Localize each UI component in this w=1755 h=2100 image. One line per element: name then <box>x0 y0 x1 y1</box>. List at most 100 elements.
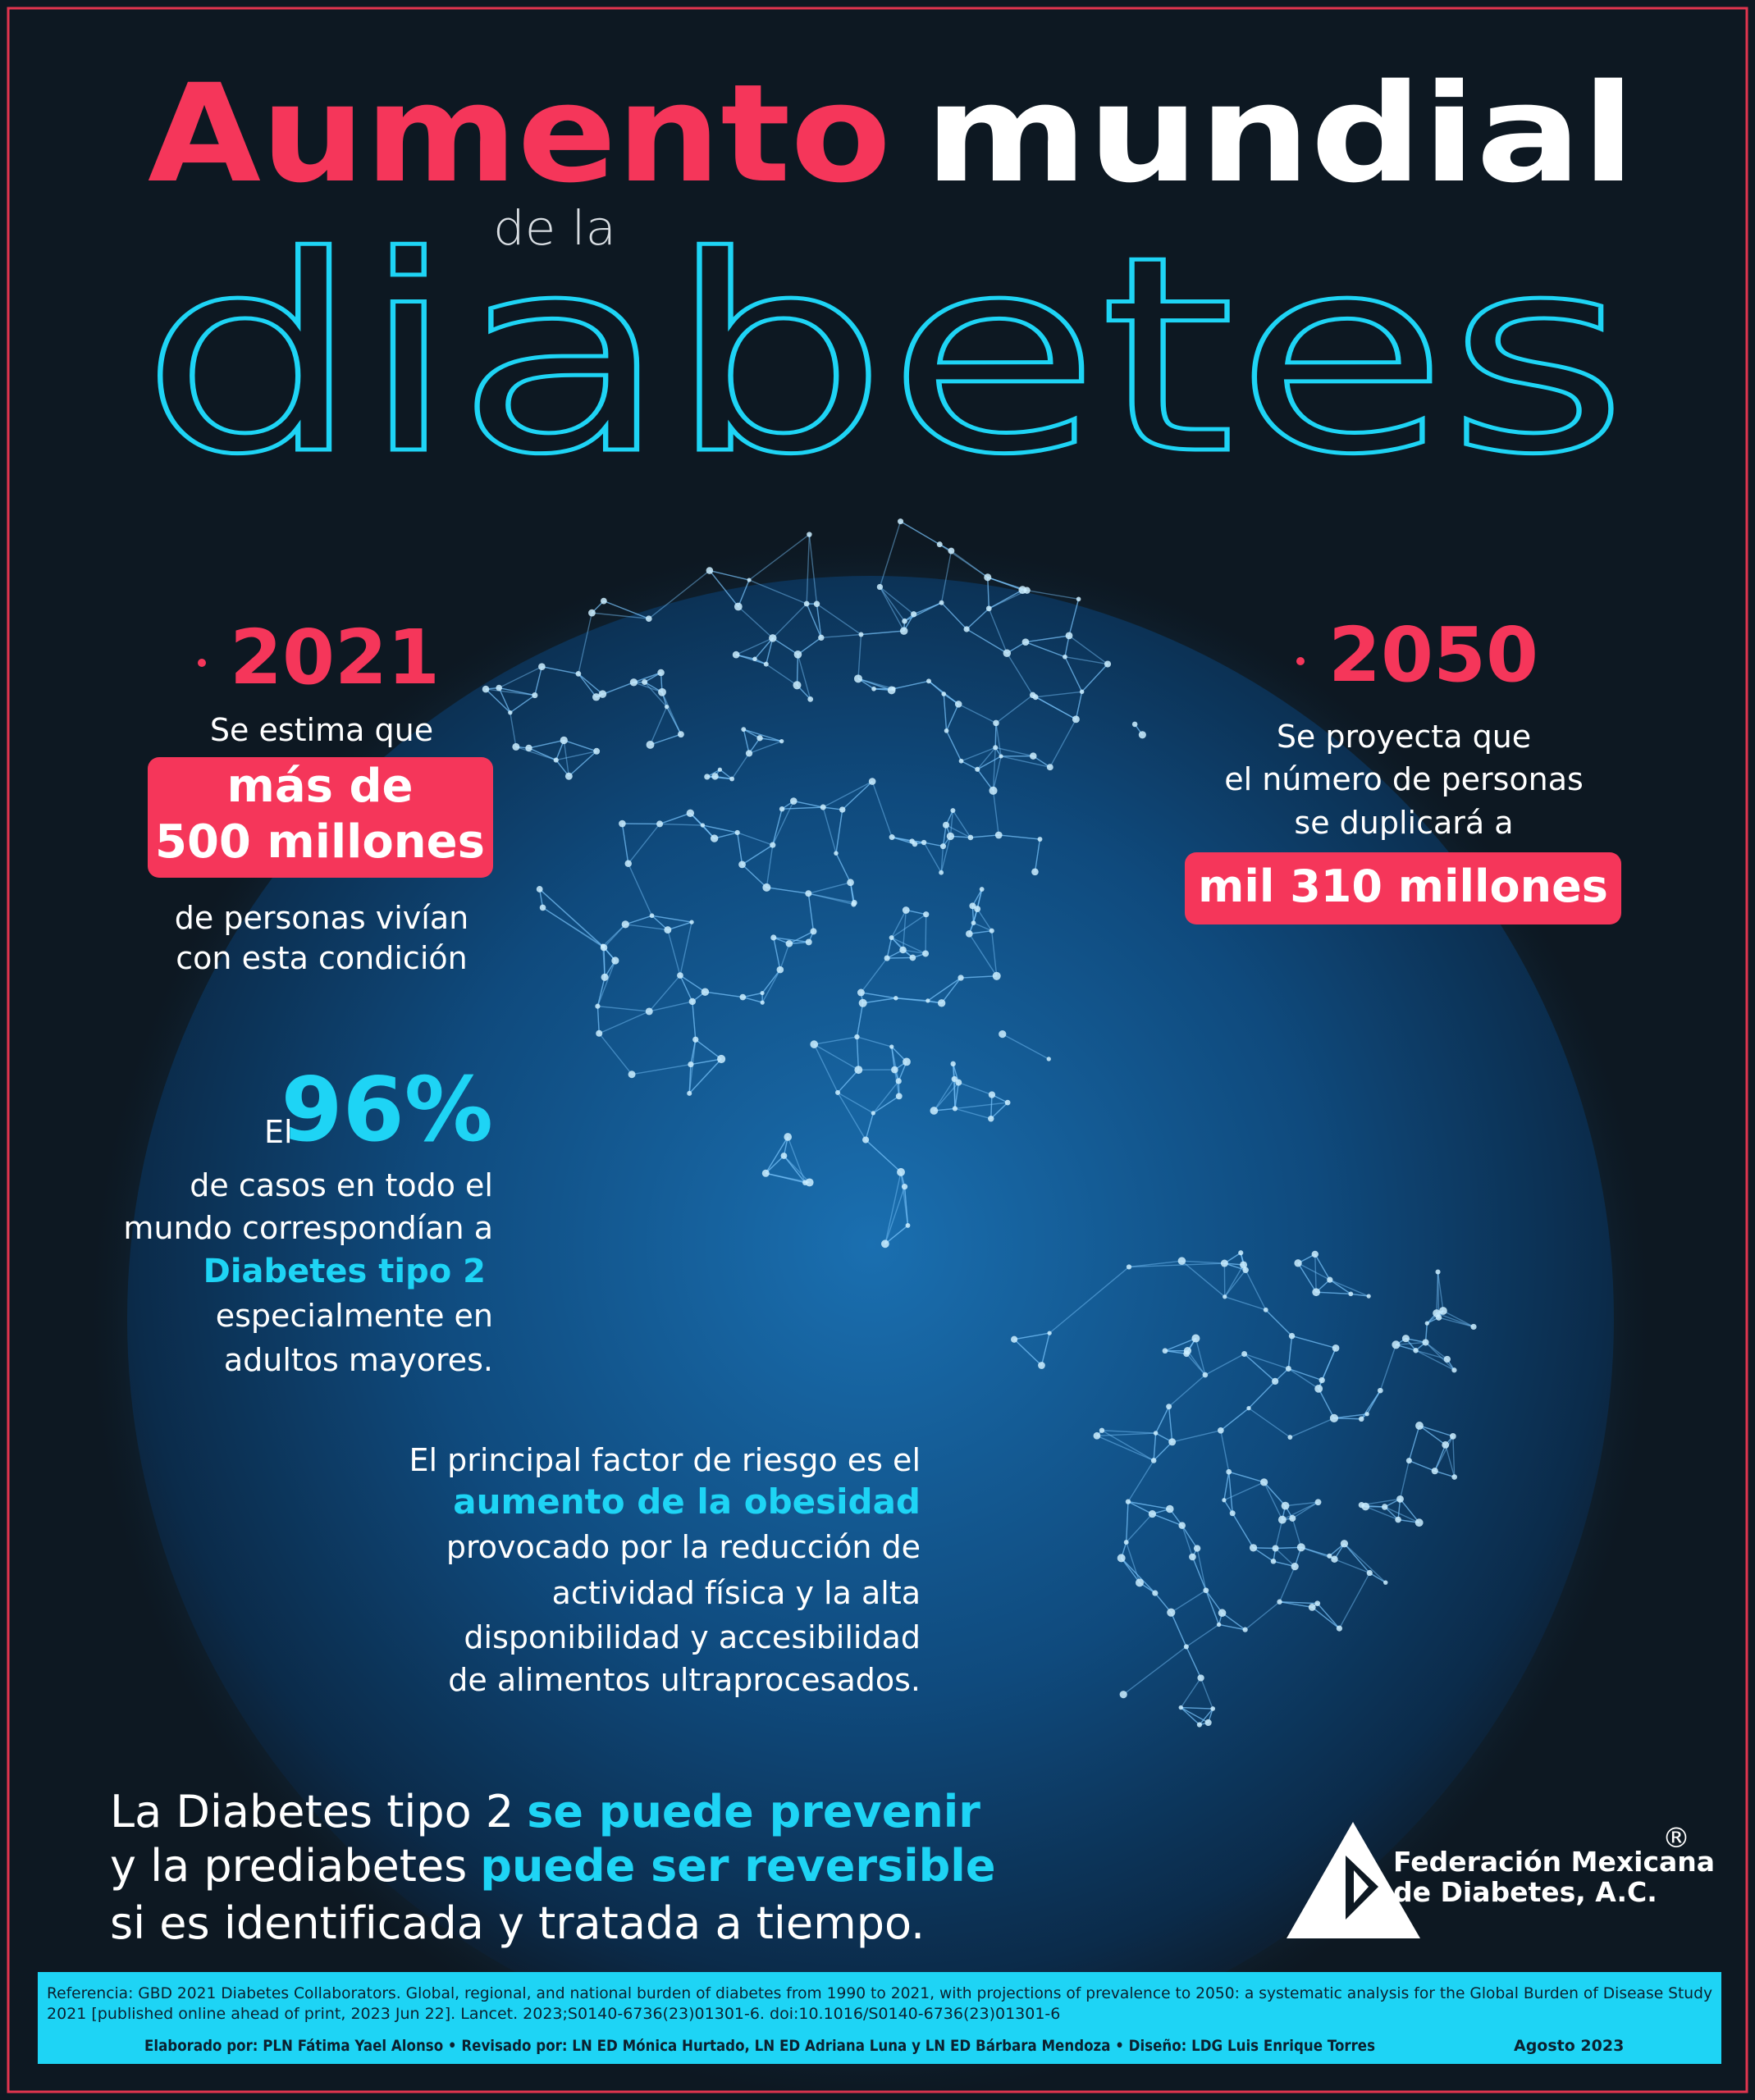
network-link <box>1168 1406 1173 1442</box>
network-link <box>995 746 1034 757</box>
network-link <box>651 915 692 923</box>
network-link <box>961 760 978 770</box>
network-link <box>891 914 927 938</box>
network-link <box>706 776 733 780</box>
network-link <box>1287 1367 1319 1390</box>
network-link <box>603 600 650 619</box>
network-link <box>892 836 912 842</box>
network-link <box>1068 599 1080 637</box>
network-link <box>952 810 971 838</box>
network-link <box>498 666 542 689</box>
network-link <box>1170 1612 1187 1647</box>
network-link <box>625 915 652 925</box>
network-node <box>1366 1294 1371 1299</box>
network-link <box>1317 1603 1340 1629</box>
network-node <box>784 1133 793 1141</box>
network-link <box>816 604 822 638</box>
network-link <box>872 1095 900 1114</box>
network-node <box>862 1136 870 1144</box>
network-link <box>1205 1590 1223 1614</box>
network-link <box>1399 1460 1410 1500</box>
network-link <box>1316 1291 1351 1295</box>
network-link <box>1317 1603 1340 1629</box>
network-link <box>1228 1472 1233 1513</box>
network-link <box>1314 1253 1331 1281</box>
network-link <box>1365 1505 1399 1521</box>
network-node <box>993 719 999 727</box>
network-node <box>1126 1264 1132 1270</box>
text-line: adultos mayores. <box>224 1342 493 1378</box>
network-node <box>1431 1468 1438 1475</box>
network-node <box>1125 1499 1131 1504</box>
text-line: el número de personas <box>1224 761 1584 797</box>
network-link <box>970 834 999 838</box>
network-node <box>595 1003 601 1009</box>
network-link <box>1282 1501 1319 1521</box>
network-node <box>891 687 896 692</box>
network-link <box>667 921 692 931</box>
network-link <box>1127 1500 1153 1515</box>
network-link <box>1035 696 1076 720</box>
network-link <box>1419 1425 1447 1445</box>
network-link <box>596 1006 600 1034</box>
network-node <box>939 600 944 605</box>
network-link <box>485 688 511 714</box>
network-node <box>946 832 955 841</box>
network-link <box>528 739 564 749</box>
network-link <box>690 1058 722 1066</box>
network-node <box>1396 1495 1404 1503</box>
network-link <box>1013 1332 1050 1340</box>
network-node <box>957 975 964 981</box>
network-link <box>1434 1445 1447 1472</box>
network-node <box>1285 1366 1291 1372</box>
network-node <box>628 1071 636 1079</box>
network-node <box>1348 1291 1354 1297</box>
reference-text: 2021 [published online ahead of print, 2… <box>47 2005 1060 2023</box>
network-link <box>933 1079 955 1112</box>
network-link <box>1265 1309 1293 1337</box>
highlight-text: 500 millones <box>155 815 485 869</box>
network-node <box>909 838 915 844</box>
network-node <box>979 887 985 892</box>
network-node <box>1314 1499 1322 1506</box>
text-line: de casos en todo el <box>190 1167 493 1203</box>
footer-band <box>38 1972 1721 2064</box>
network-node <box>901 1184 908 1190</box>
network-link <box>822 806 837 854</box>
network-link <box>735 654 766 665</box>
network-link <box>797 654 811 700</box>
network-link <box>499 687 535 696</box>
network-node <box>1242 1267 1249 1273</box>
network-node <box>818 634 825 641</box>
network-node <box>1424 1321 1429 1326</box>
network-link <box>900 521 940 546</box>
network-node <box>1383 1580 1388 1585</box>
network-node <box>688 1061 694 1068</box>
network-link <box>928 680 944 695</box>
network-link <box>1186 1353 1206 1376</box>
network-link <box>976 888 983 910</box>
network-node <box>1104 660 1112 668</box>
network-link <box>743 996 763 1003</box>
network-node <box>710 834 719 842</box>
network-node <box>994 831 1003 839</box>
network-node <box>803 600 810 607</box>
network-node <box>897 518 904 525</box>
network-node <box>770 934 777 941</box>
network-link <box>1026 589 1079 600</box>
network-link <box>1081 664 1108 692</box>
network-link <box>928 680 944 695</box>
network-link <box>865 1139 902 1173</box>
text-span: La Diabetes tipo 2 <box>110 1786 514 1838</box>
network-link <box>1408 1425 1420 1461</box>
network-node <box>871 686 876 692</box>
network-link <box>1232 1513 1255 1549</box>
percentage: 96% <box>281 1059 493 1162</box>
network-link <box>893 680 930 690</box>
text-line: Se estima que <box>210 712 433 748</box>
network-link <box>923 842 942 874</box>
network-node <box>944 728 949 733</box>
network-node <box>789 797 798 805</box>
network-link <box>1291 1501 1319 1519</box>
network-link <box>862 998 896 1004</box>
